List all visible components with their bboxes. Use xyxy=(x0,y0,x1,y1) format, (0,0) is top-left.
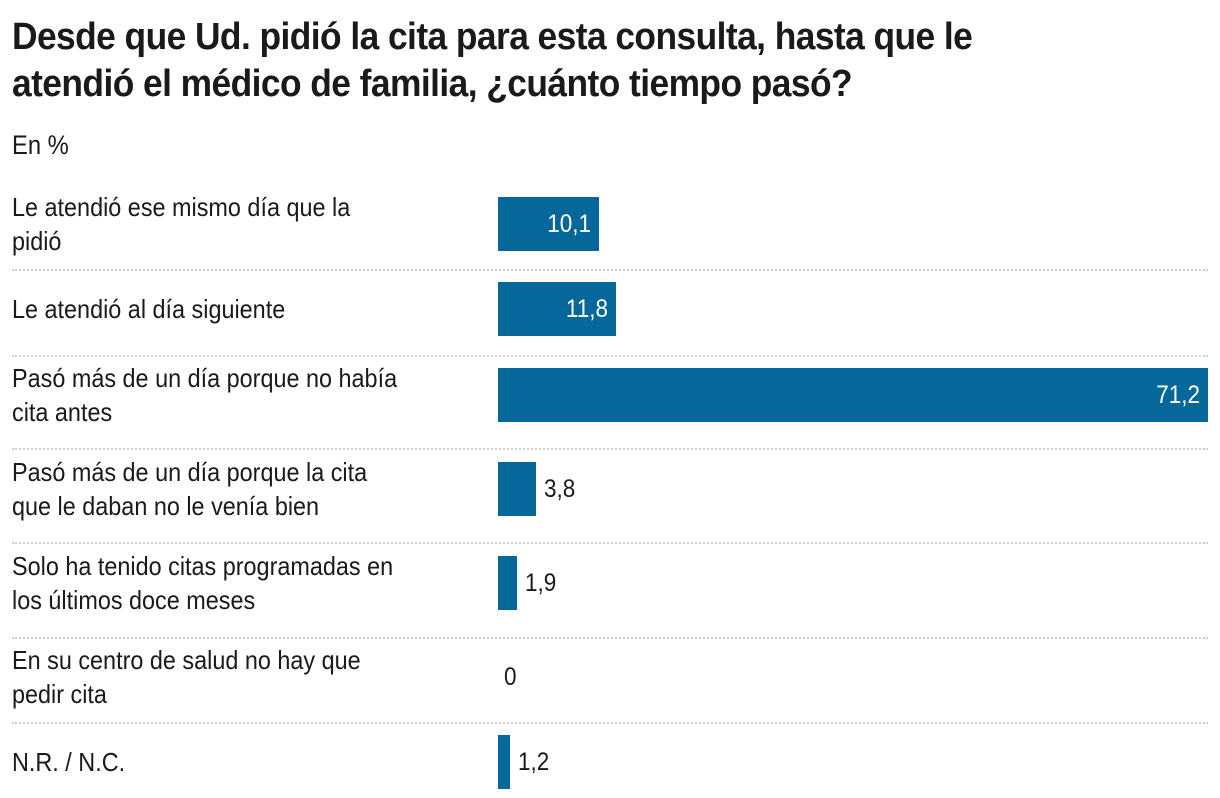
bar xyxy=(498,556,517,610)
category-label: N.R. / N.C. xyxy=(12,745,444,779)
category-label: Le atendió ese mismo día que la pidió xyxy=(12,190,444,258)
data-label: 3,8 xyxy=(544,475,576,503)
chart-title-line-2: atendió el médico de familia, ¿cuánto ti… xyxy=(12,63,853,105)
row-separator xyxy=(12,355,1208,357)
category-label-line: Solo ha tenido citas programadas en xyxy=(12,551,394,581)
chart-title-line-1: Desde que Ud. pidió la cita para esta co… xyxy=(12,16,973,58)
row-separator xyxy=(12,448,1208,450)
chart-subtitle: En % xyxy=(12,130,69,160)
category-label-line: Le atendió ese mismo día que la xyxy=(12,192,351,222)
category-label-line: N.R. / N.C. xyxy=(12,747,126,777)
category-label: Pasó más de un día porque no había cita a… xyxy=(12,361,444,429)
bar xyxy=(498,462,536,516)
category-label: Solo ha tenido citas programadas en los ú… xyxy=(12,549,444,617)
data-label: 1,9 xyxy=(525,569,557,597)
data-label: 1,2 xyxy=(518,748,550,776)
data-label: 11,8 xyxy=(565,295,608,323)
category-label-line: pidió xyxy=(12,226,62,256)
bar xyxy=(498,368,1208,422)
category-label: Pasó más de un día porque la cita que le … xyxy=(12,455,444,523)
category-label: En su centro de salud no hay que pedir ci… xyxy=(12,643,444,711)
category-label-line: Le atendió al día siguiente xyxy=(12,294,286,324)
category-label-line: cita antes xyxy=(12,397,113,427)
row-separator xyxy=(12,542,1208,544)
bar xyxy=(498,282,616,336)
row-separator xyxy=(12,722,1208,724)
category-label: Le atendió al día siguiente xyxy=(12,292,444,326)
category-label-line: pedir cita xyxy=(12,679,107,709)
category-label-line: que le daban no le venía bien xyxy=(12,491,320,521)
data-label: 71,2 xyxy=(1156,381,1200,409)
row-separator xyxy=(12,637,1208,639)
category-label-line: Pasó más de un día porque la cita xyxy=(12,457,368,487)
chart-title: Desde que Ud. pidió la cita para esta co… xyxy=(12,14,1128,108)
category-label-line: Pasó más de un día porque no había xyxy=(12,363,398,393)
data-label: 0 xyxy=(504,663,517,691)
category-label-line: los últimos doce meses xyxy=(12,585,256,615)
category-label-line: En su centro de salud no hay que xyxy=(12,645,361,675)
data-label: 10,1 xyxy=(547,210,591,238)
row-separator xyxy=(12,269,1208,271)
bar xyxy=(498,197,599,251)
bar xyxy=(498,735,510,789)
